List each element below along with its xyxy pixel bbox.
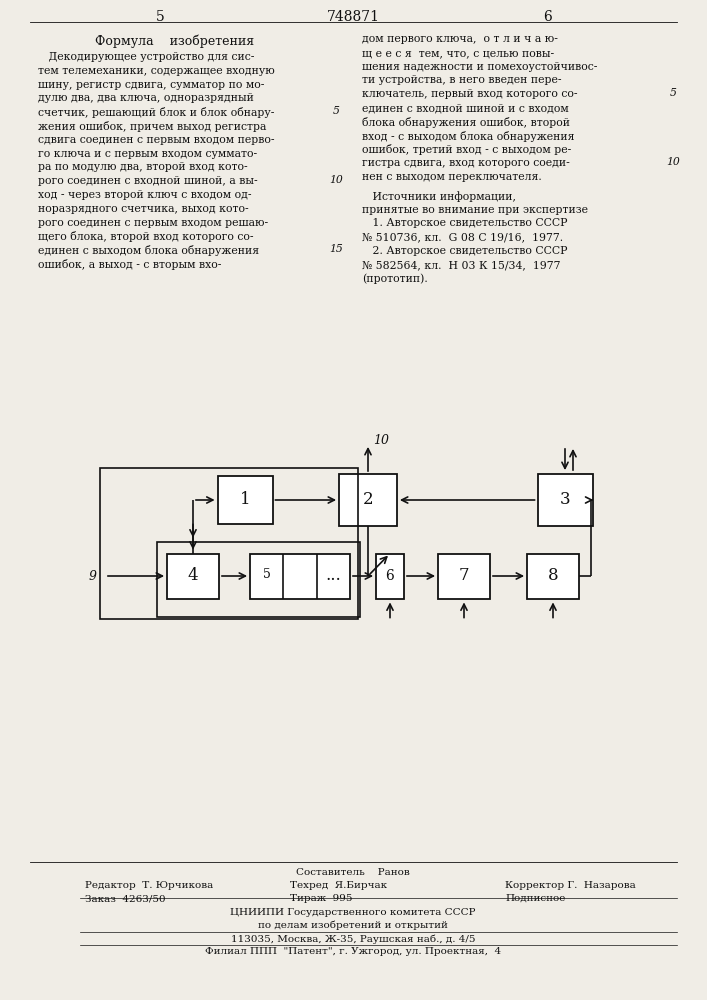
Text: ра по модулю два, второй вход кото-: ра по модулю два, второй вход кото- — [38, 162, 247, 172]
Text: 8: 8 — [548, 568, 559, 584]
Text: ти устройства, в него введен пере-: ти устройства, в него введен пере- — [362, 75, 561, 85]
Text: Формула    изобретения: Формула изобретения — [95, 34, 255, 47]
Text: Заказ  4263/50: Заказ 4263/50 — [85, 894, 165, 903]
Bar — [527, 554, 579, 598]
Text: 9: 9 — [89, 570, 97, 582]
Text: гистра сдвига, вход которого соеди-: гистра сдвига, вход которого соеди- — [362, 158, 570, 168]
Text: сдвига соединен с первым входом перво-: сдвига соединен с первым входом перво- — [38, 135, 274, 145]
Text: блока обнаружения ошибок, второй: блока обнаружения ошибок, второй — [362, 117, 570, 128]
Text: 7: 7 — [459, 568, 469, 584]
Text: 1. Авторское свидетельство СССР: 1. Авторское свидетельство СССР — [362, 218, 568, 228]
Text: Тираж  995: Тираж 995 — [290, 894, 353, 903]
Bar — [218, 476, 272, 524]
Text: го ключа и с первым входом суммато-: го ключа и с первым входом суммато- — [38, 149, 257, 159]
Bar — [376, 554, 404, 598]
Text: Редактор  Т. Юрчикова: Редактор Т. Юрчикова — [85, 881, 214, 890]
Text: 748871: 748871 — [327, 10, 380, 24]
Text: № 510736, кл.  G 08 C 19/16,  1977.: № 510736, кл. G 08 C 19/16, 1977. — [362, 232, 563, 242]
Text: 2. Авторское свидетельство СССР: 2. Авторское свидетельство СССР — [362, 246, 568, 256]
Text: Корректор Г.  Назарова: Корректор Г. Назарова — [505, 881, 636, 890]
Text: по делам изобретений и открытий: по делам изобретений и открытий — [258, 921, 448, 930]
Text: ошибок, третий вход - с выходом ре-: ошибок, третий вход - с выходом ре- — [362, 144, 571, 155]
Bar — [250, 554, 350, 598]
Text: 10: 10 — [373, 434, 389, 448]
Text: дом первого ключа,  о т л и ч а ю-: дом первого ключа, о т л и ч а ю- — [362, 34, 558, 44]
Text: 5: 5 — [670, 88, 677, 98]
Text: 2: 2 — [363, 491, 373, 508]
Text: 15: 15 — [329, 244, 343, 254]
Text: рого соединен с первым входом решаю-: рого соединен с первым входом решаю- — [38, 218, 268, 228]
Text: Декодирующее устройство для сис-: Декодирующее устройство для сис- — [38, 52, 255, 62]
Text: 4: 4 — [187, 568, 198, 584]
Text: ошибок, а выход - с вторым вхо-: ошибок, а выход - с вторым вхо- — [38, 259, 221, 270]
Text: (прототип).: (прототип). — [362, 274, 428, 284]
Bar — [537, 474, 592, 526]
Bar — [438, 554, 490, 598]
Text: 6: 6 — [543, 10, 551, 24]
Text: дулю два, два ключа, одноразрядный: дулю два, два ключа, одноразрядный — [38, 93, 254, 103]
Text: ход - через второй ключ с входом од-: ход - через второй ключ с входом од- — [38, 190, 252, 200]
Text: ключатель, первый вход которого со-: ключатель, первый вход которого со- — [362, 89, 578, 99]
Text: щего блока, второй вход которого со-: щего блока, второй вход которого со- — [38, 231, 254, 242]
Text: вход - с выходом блока обнаружения: вход - с выходом блока обнаружения — [362, 131, 575, 142]
Text: единен с выходом блока обнаружения: единен с выходом блока обнаружения — [38, 245, 259, 256]
Text: шину, регистр сдвига, сумматор по мо-: шину, регистр сдвига, сумматор по мо- — [38, 80, 264, 90]
Bar — [167, 554, 219, 598]
Text: 10: 10 — [666, 157, 680, 167]
Text: рого соединен с входной шиной, а вы-: рого соединен с входной шиной, а вы- — [38, 176, 257, 186]
Text: тем телемеханики, содержащее входную: тем телемеханики, содержащее входную — [38, 66, 275, 76]
Bar — [100, 468, 358, 618]
Text: 113035, Москва, Ж-35, Раушская наб., д. 4/5: 113035, Москва, Ж-35, Раушская наб., д. … — [230, 934, 475, 944]
Text: принятые во внимание при экспертизе: принятые во внимание при экспертизе — [362, 205, 588, 215]
Text: 3: 3 — [560, 491, 571, 508]
Text: 5: 5 — [156, 10, 164, 24]
Text: 5: 5 — [332, 106, 339, 116]
Text: Источники информации,: Источники информации, — [362, 191, 516, 202]
Text: Филиал ППП  "Патент", г. Ужгород, ул. Проектная,  4: Филиал ППП "Патент", г. Ужгород, ул. Про… — [205, 947, 501, 956]
Text: нен с выходом переключателя.: нен с выходом переключателя. — [362, 172, 542, 182]
Text: № 582564, кл.  Н 03 К 15/34,  1977: № 582564, кл. Н 03 К 15/34, 1977 — [362, 260, 561, 270]
Text: норазрядного счетчика, выход кото-: норазрядного счетчика, выход кото- — [38, 204, 249, 214]
Text: единен с входной шиной и с входом: единен с входной шиной и с входом — [362, 103, 568, 113]
Text: счетчик, решающий блок и блок обнару-: счетчик, решающий блок и блок обнару- — [38, 107, 274, 118]
Text: 10: 10 — [329, 175, 343, 185]
Bar — [339, 474, 397, 526]
Text: Составитель    Ранов: Составитель Ранов — [296, 868, 410, 877]
Bar — [157, 542, 360, 616]
Text: 1: 1 — [240, 491, 250, 508]
Text: Техред  Я.Бирчак: Техред Я.Бирчак — [290, 881, 387, 890]
Text: ЦНИИПИ Государственного комитета СССР: ЦНИИПИ Государственного комитета СССР — [230, 908, 476, 917]
Text: Подписное: Подписное — [505, 894, 566, 903]
Text: 6: 6 — [385, 569, 395, 583]
Text: шения надежности и помехоустойчивос-: шения надежности и помехоустойчивос- — [362, 62, 597, 72]
Text: ...: ... — [325, 568, 341, 584]
Text: жения ошибок, причем выход регистра: жения ошибок, причем выход регистра — [38, 121, 267, 132]
Text: 5: 5 — [263, 568, 271, 580]
Text: щ е е с я  тем, что, с целью повы-: щ е е с я тем, что, с целью повы- — [362, 48, 554, 58]
